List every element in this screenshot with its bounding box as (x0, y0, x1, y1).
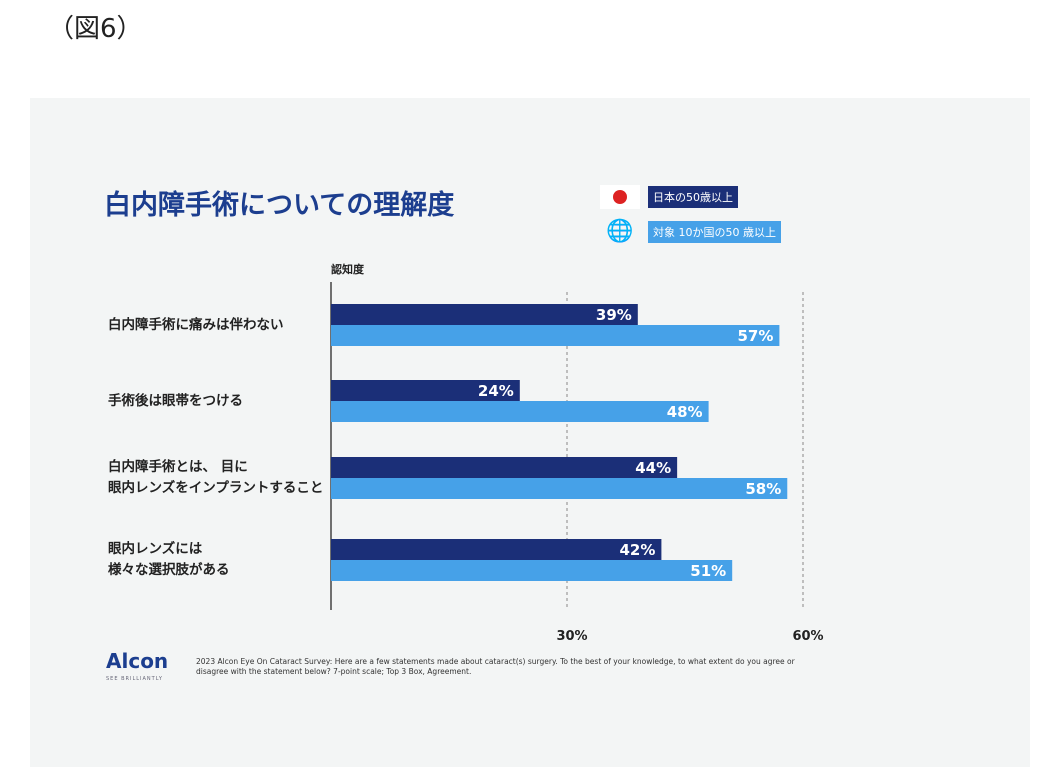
data-label: 24% (478, 382, 514, 400)
x-tick-label: 30% (556, 629, 587, 644)
alcon-tagline: SEE BRILLIANTLY (106, 676, 163, 682)
bar (331, 401, 709, 422)
japan-flag-icon (600, 185, 640, 209)
data-label: 58% (745, 480, 781, 498)
legend-item-10-countries: 🌐 対象 10か国の50 歳以上 (600, 220, 781, 244)
data-label: 51% (690, 562, 726, 580)
globe-icon: 🌐 (606, 219, 634, 244)
figure-label: （図6） (48, 14, 143, 44)
bar (331, 560, 733, 581)
data-label: 39% (596, 306, 632, 324)
bar (331, 478, 788, 499)
bar (331, 304, 638, 325)
bar (331, 457, 678, 478)
bar (331, 539, 662, 560)
chart-panel (30, 98, 1030, 767)
bar (331, 325, 780, 346)
data-label: 42% (619, 541, 655, 559)
alcon-logo: Alcon (106, 649, 169, 673)
data-label: 44% (635, 459, 671, 477)
x-tick-label: 60% (792, 629, 823, 644)
legend-item-japan: 日本の50歳以上 (600, 185, 738, 209)
category-label: 白内障手術とは、 目に 眼内レンズをインプラントすること (108, 459, 324, 496)
data-label: 48% (667, 403, 703, 421)
bar (331, 380, 520, 401)
survey-note: 2023 Alcon Eye On Cataract Survey: Here … (196, 657, 795, 676)
data-label: 57% (737, 327, 773, 345)
category-label: 白内障手術に痛みは伴わない (108, 316, 284, 333)
category-label: 手術後は眼帯をつける (108, 392, 243, 409)
category-label: 眼内レンズには 様々な選択肢がある (108, 541, 230, 578)
chart-title: 白内障手術についての理解度 (104, 190, 455, 221)
legend-label: 日本の50歳以上 (648, 186, 738, 208)
x-axis-title: 認知度 (331, 262, 365, 276)
legend-label: 対象 10か国の50 歳以上 (648, 221, 781, 243)
